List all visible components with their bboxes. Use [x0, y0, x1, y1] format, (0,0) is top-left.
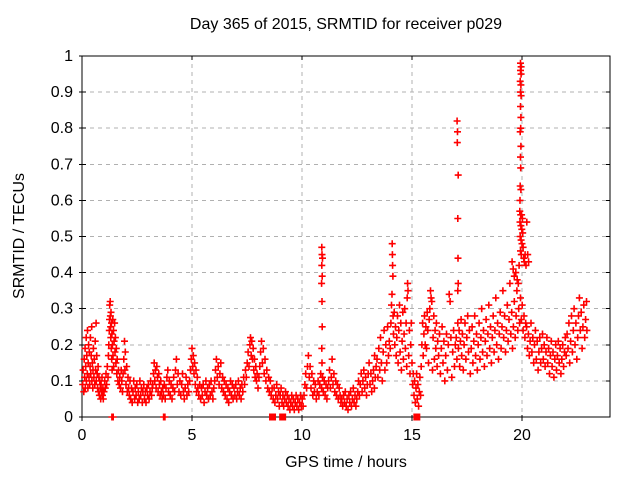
y-tick-label: 0.3 [51, 301, 73, 318]
zero-cluster-mark [413, 413, 421, 421]
zero-cluster-mark [269, 413, 277, 421]
y-tick-label: 0.8 [51, 120, 73, 137]
y-tick-labels: 0 0.1 0.2 0.3 0.4 0.5 0.6 0.7 0.8 0.9 1 [51, 48, 73, 426]
plot-border [81, 55, 611, 418]
y-axis-label: SRMTID / TECUs [11, 173, 28, 299]
y-tick-label: 0.5 [51, 229, 73, 246]
x-tick-label: 0 [78, 427, 87, 444]
y-tick-label: 0.1 [51, 373, 73, 390]
zero-cluster-mark [279, 413, 287, 421]
x-tick-label: 20 [513, 427, 531, 444]
scatter-points [79, 59, 591, 421]
x-tick-label: 15 [403, 427, 421, 444]
x-tick-label: 5 [188, 427, 197, 444]
gridlines [82, 56, 610, 417]
x-axis-label: GPS time / hours [285, 454, 407, 471]
chart-title: Day 365 of 2015, SRMTID for receiver p02… [189, 16, 503, 33]
y-tick-label: 0.9 [51, 84, 73, 101]
y-tick-label: 0.2 [51, 337, 73, 354]
y-tick-label: 1 [64, 48, 73, 65]
x-tick-label: 10 [293, 427, 311, 444]
zero-value-clusters [269, 413, 421, 421]
y-tick-label: 0 [64, 409, 73, 426]
y-tick-label: 0.7 [51, 156, 73, 173]
x-tick-labels: 0 5 10 15 20 [78, 427, 531, 444]
y-tick-label: 0.6 [51, 192, 73, 209]
y-tick-label: 0.4 [51, 265, 73, 282]
